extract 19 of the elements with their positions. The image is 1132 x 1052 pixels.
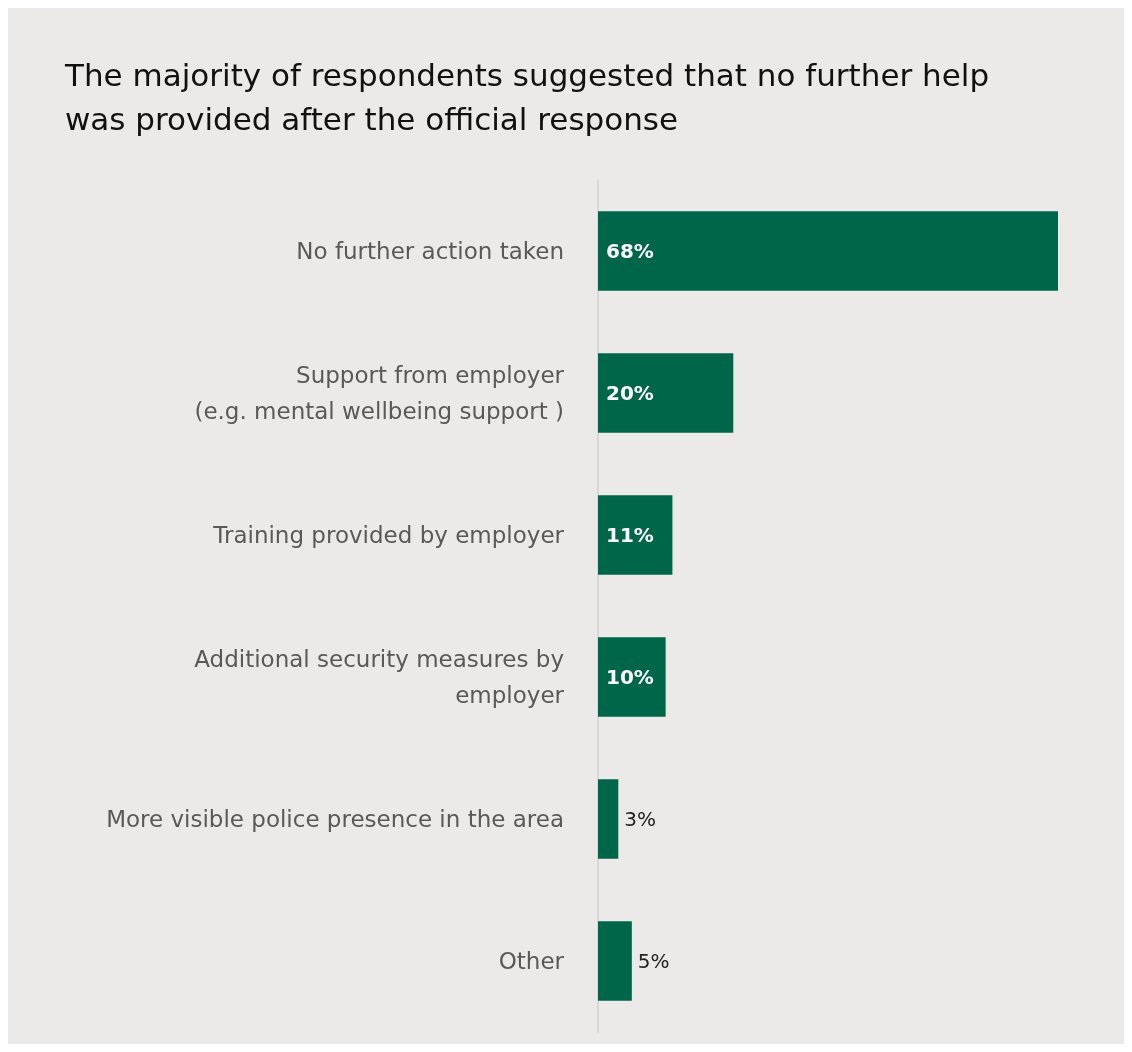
- y-tick-label: Other: [498, 948, 565, 974]
- data-label: 11%: [606, 523, 654, 547]
- y-tick-label: Additional security measures by employer: [194, 646, 565, 708]
- data-label: 68%: [606, 239, 654, 263]
- bar: [598, 921, 632, 1001]
- bar: [598, 779, 619, 859]
- bar: [598, 495, 673, 575]
- chart-title: The majority of respondents suggested that no further help was provided after the official response: [64, 57, 990, 137]
- y-tick-label: Training provided by employer: [212, 522, 565, 548]
- bar: [598, 211, 1058, 291]
- data-label: 3%: [624, 807, 657, 831]
- y-tick-label: More visible police presence in the area: [106, 806, 564, 832]
- bar: [598, 353, 734, 433]
- y-tick-label: Support from employer (e.g. mental wellbeing support ): [194, 362, 565, 424]
- data-label: 5%: [637, 949, 670, 973]
- bar: [598, 637, 666, 717]
- data-label: 10%: [606, 665, 654, 689]
- data-label: 20%: [606, 381, 654, 405]
- y-tick-label: No further action taken: [296, 238, 564, 264]
